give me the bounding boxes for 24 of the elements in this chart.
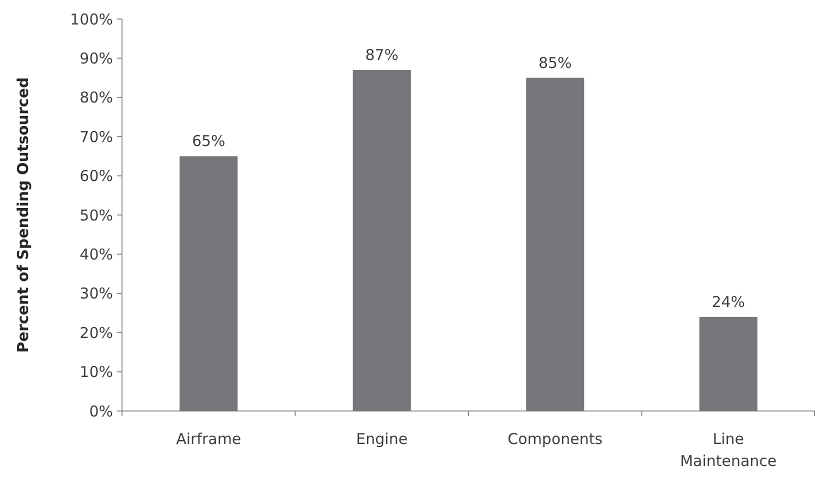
y-tick-label: 40%	[80, 245, 113, 264]
y-tick-label: 0%	[89, 402, 113, 420]
y-tick-label: 30%	[80, 284, 113, 303]
data-label: 65%	[192, 132, 226, 150]
x-tick-label: Components	[508, 430, 603, 448]
bar	[526, 78, 584, 411]
data-label: 24%	[712, 292, 746, 311]
bar	[352, 70, 411, 411]
data-label: 87%	[365, 46, 399, 64]
y-tick-label: 70%	[80, 128, 113, 146]
y-tick-label: 20%	[80, 324, 113, 342]
y-tick-label: 10%	[80, 363, 113, 382]
x-tick-label: Engine	[356, 430, 408, 448]
y-tick-label: 60%	[80, 167, 113, 186]
y-tick-label: 80%	[80, 88, 113, 107]
y-tick-label: 50%	[80, 206, 113, 224]
y-tick-label: 100%	[70, 10, 113, 28]
x-tick-label: Line Maintenance	[680, 430, 777, 470]
y-axis-title: Percent of Spending Outsourced	[14, 77, 32, 353]
data-label: 85%	[538, 54, 572, 72]
bar	[180, 156, 238, 411]
bar	[699, 316, 758, 411]
y-tick-label: 90%	[80, 49, 113, 68]
x-tick-label: Airframe	[176, 430, 242, 448]
